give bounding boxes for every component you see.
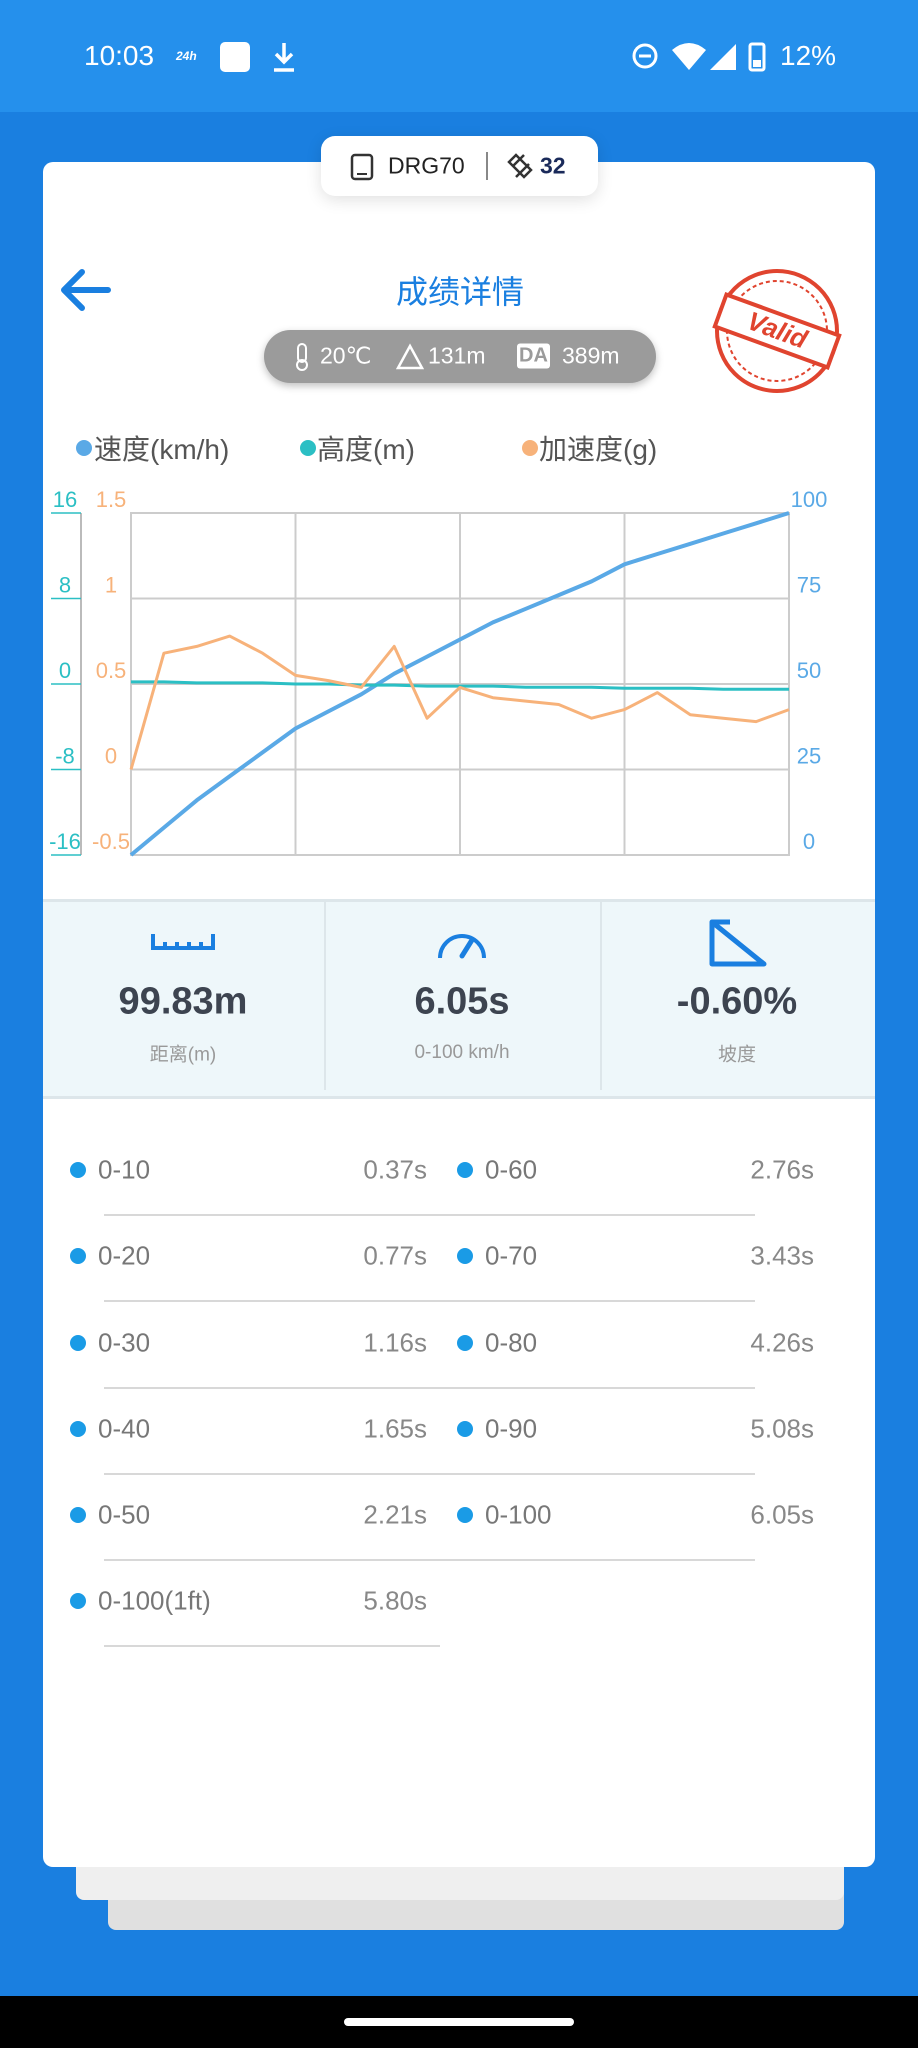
split-dot: [457, 1162, 473, 1178]
back-button[interactable]: [56, 266, 116, 314]
app-icon: [220, 42, 250, 72]
split-dot: [457, 1507, 473, 1523]
legend-marker: [300, 440, 316, 456]
split-time: 5.08s: [750, 1413, 814, 1444]
split-dot: [70, 1507, 86, 1523]
split-dot: [457, 1335, 473, 1351]
stat-value: -0.60%: [676, 980, 798, 1023]
split-dot: [70, 1335, 86, 1351]
conditions-pill: [264, 330, 656, 383]
split-time: 5.80s: [363, 1585, 427, 1616]
split-time: 6.05s: [750, 1499, 814, 1530]
y-tick-label: 0.5: [96, 658, 127, 683]
split-label: 0-100: [485, 1499, 552, 1530]
split-label: 0-10: [98, 1154, 151, 1185]
row-separator: [104, 1214, 755, 1216]
row-separator: [104, 1387, 755, 1389]
y3-tick-label: -8: [55, 743, 75, 768]
split-time: 1.65s: [363, 1413, 427, 1444]
slope-icon: [709, 919, 767, 967]
stat-label: 坡度: [717, 1044, 757, 1066]
split-label: 0-20: [98, 1240, 151, 1271]
density-altitude: 389m: [562, 342, 620, 369]
stat-value: 99.83m: [118, 980, 248, 1023]
split-time: 2.76s: [750, 1154, 814, 1185]
speedometer-icon: [438, 934, 486, 959]
thermometer-icon: [296, 343, 308, 371]
split-label: 0-100(1ft): [98, 1585, 211, 1616]
device-name: DRG70: [388, 152, 465, 179]
divider: [600, 902, 602, 1090]
y2-tick-label: 75: [797, 572, 821, 597]
split-time: 3.43s: [750, 1240, 814, 1271]
stat-value: 6.05s: [414, 980, 510, 1023]
y-tick-label: 1.5: [96, 487, 127, 512]
split-label: 0-30: [98, 1327, 151, 1358]
y3-tick-label: -16: [49, 829, 81, 854]
split-time: 2.21s: [363, 1499, 427, 1530]
row-separator: [104, 1645, 440, 1647]
chart: 0 25 50 75 100 -0.5 0 0.5 1 1.5 -16 -8 0 8 16: [49, 487, 828, 857]
y2-tick-label: 100: [791, 487, 828, 512]
legend-label: 速度(km/h): [94, 434, 230, 465]
split-dot: [70, 1248, 86, 1264]
legend-label: 加速度(g): [539, 434, 658, 465]
device-icon: [350, 153, 374, 181]
y2-tick-label: 50: [797, 658, 821, 683]
legend-marker: [522, 440, 538, 456]
y3-tick-label: 8: [59, 572, 71, 597]
split-dot: [457, 1248, 473, 1264]
y2-tick-label: 0: [803, 829, 815, 854]
clock: 10:03: [84, 40, 155, 71]
split-time: 0.37s: [363, 1154, 427, 1185]
split-dot: [70, 1421, 86, 1437]
y2-tick-label: 25: [797, 743, 821, 768]
row-separator: [104, 1300, 755, 1302]
split-dot: [457, 1421, 473, 1437]
y3-tick-label: 0: [59, 658, 71, 683]
series-line: [129, 511, 790, 857]
temperature: 20℃: [320, 342, 372, 369]
split-dot: [70, 1593, 86, 1609]
split-time: 0.77s: [363, 1240, 427, 1271]
legend-marker: [76, 440, 92, 456]
satellite-count: 32: [540, 152, 566, 179]
status-icons: [632, 42, 766, 72]
split-time: 4.26s: [750, 1327, 814, 1358]
row-separator: [104, 1559, 755, 1561]
divider: [486, 152, 488, 180]
split-label: 0-50: [98, 1499, 151, 1530]
valid-stamp: Valid: [712, 269, 842, 393]
da-badge: DA: [517, 343, 550, 369]
y-tick-label: 1: [105, 572, 117, 597]
split-label: 0-80: [485, 1327, 538, 1358]
download-icon: [274, 43, 294, 72]
split-dot: [70, 1162, 86, 1178]
page-title: 成绩详情: [395, 274, 525, 310]
stat-label: 0-100 km/h: [414, 1042, 510, 1063]
legend-label: 高度(m): [317, 434, 415, 465]
split-label: 0-60: [485, 1154, 538, 1185]
split-label: 0-70: [485, 1240, 538, 1271]
device-pill[interactable]: [321, 136, 598, 196]
y-tick-label: 0: [105, 743, 117, 768]
series-line: [129, 634, 790, 770]
mountain-icon: [396, 343, 424, 370]
clock-badge: 24h: [176, 49, 197, 63]
split-label: 0-90: [485, 1413, 538, 1444]
battery: 12%: [780, 40, 837, 71]
divider: [324, 902, 326, 1090]
ruler-icon: [151, 934, 215, 950]
y-tick-label: -0.5: [92, 829, 130, 854]
y3-tick-label: 16: [53, 487, 77, 512]
row-separator: [104, 1473, 755, 1475]
altitude: 131m: [428, 342, 486, 369]
stat-label: 距离(m): [149, 1044, 217, 1066]
split-label: 0-40: [98, 1413, 151, 1444]
home-handle[interactable]: [344, 2018, 574, 2026]
split-time: 1.16s: [363, 1327, 427, 1358]
stats-panel: [43, 899, 875, 1099]
satellite-icon: [507, 153, 533, 179]
